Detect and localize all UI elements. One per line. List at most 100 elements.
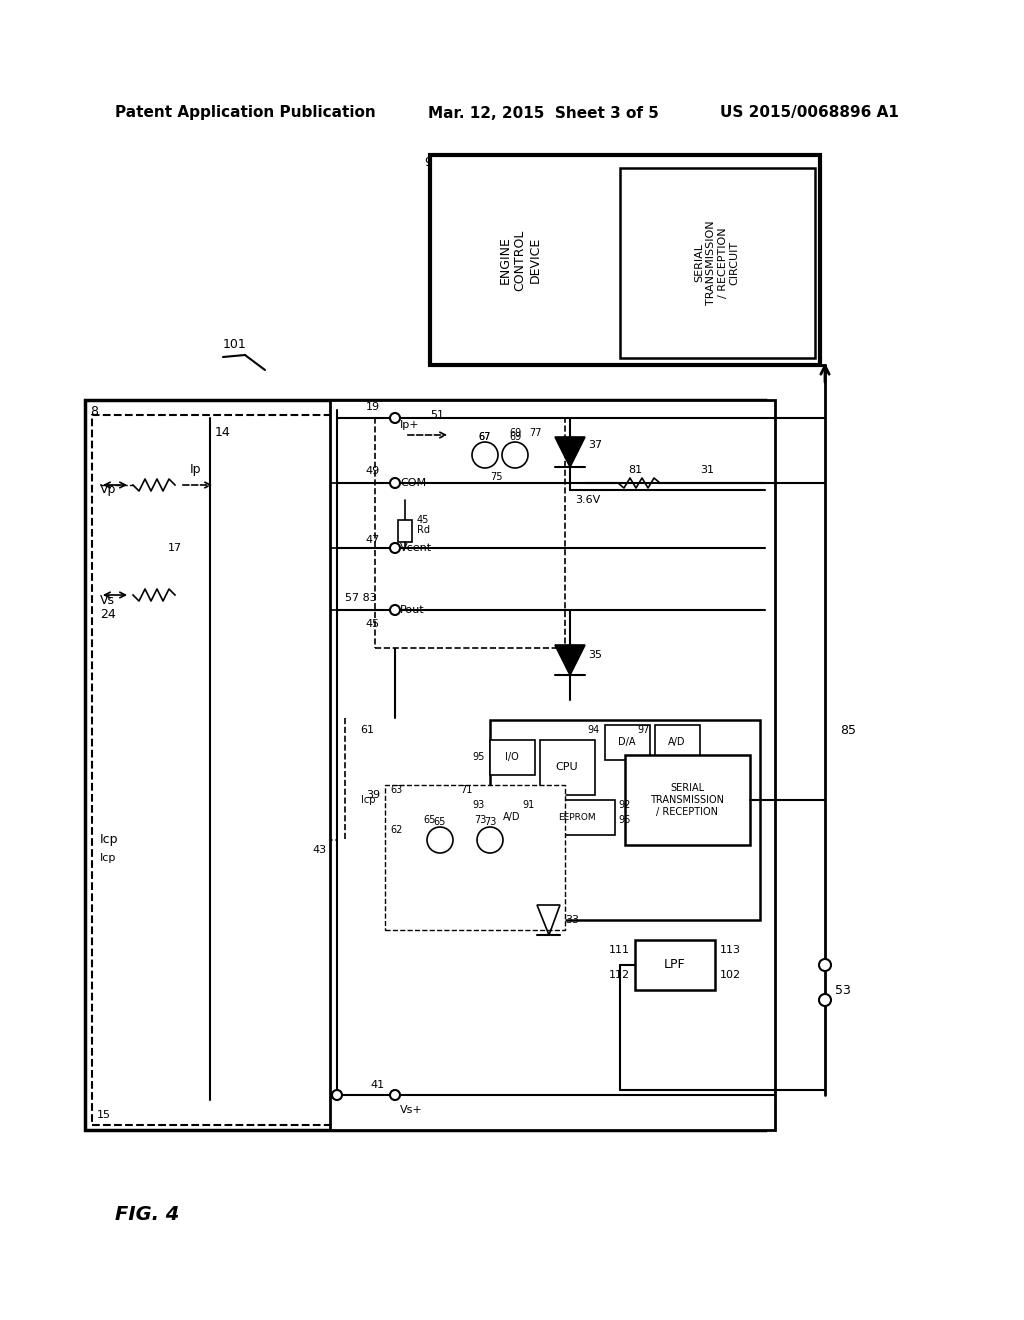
Text: A/D: A/D [503,812,521,822]
Text: LPF: LPF [665,958,686,972]
Text: FIG. 4: FIG. 4 [115,1205,179,1225]
Text: Rd: Rd [417,525,430,535]
Text: 24: 24 [100,609,116,622]
Text: 92: 92 [618,800,631,810]
Circle shape [390,478,400,488]
Text: Mar. 12, 2015  Sheet 3 of 5: Mar. 12, 2015 Sheet 3 of 5 [428,106,658,120]
Text: 62: 62 [390,825,402,836]
Text: A/D: A/D [669,737,686,747]
Text: 113: 113 [720,945,741,954]
Text: Icp: Icp [360,795,375,805]
Text: COM: COM [400,478,426,488]
Bar [430,154,820,366]
Bar [385,785,565,931]
Bar [398,520,412,543]
Bar [540,741,595,795]
Text: 19: 19 [366,403,380,412]
Text: Icp: Icp [100,853,117,863]
Text: 69: 69 [509,432,521,442]
Bar [85,400,765,1130]
Text: 14: 14 [215,425,230,438]
Text: 61: 61 [360,725,374,735]
Text: CPU: CPU [556,762,579,772]
Circle shape [390,1090,400,1100]
Text: 96: 96 [618,814,630,825]
Circle shape [819,960,831,972]
Text: 49: 49 [366,466,380,477]
Circle shape [472,442,498,469]
Bar [490,741,535,775]
Circle shape [390,605,400,615]
Text: 37: 37 [588,440,602,450]
Circle shape [819,994,831,1006]
Text: US 2015/0068896 A1: US 2015/0068896 A1 [720,106,899,120]
Text: SERIAL
TRANSMISSION
/ RECEPTION: SERIAL TRANSMISSION / RECEPTION [650,783,724,817]
Text: 85: 85 [840,723,856,737]
Bar [655,725,700,760]
Text: Vcent: Vcent [400,543,432,553]
Bar [490,719,760,920]
Circle shape [427,828,453,853]
Text: EEPROM: EEPROM [558,813,596,821]
Text: Icp: Icp [100,833,119,846]
Bar [620,168,815,358]
Text: 73: 73 [483,817,497,828]
Bar [375,418,565,648]
Bar [625,755,750,845]
Text: 111: 111 [609,945,630,954]
Text: 41: 41 [371,1080,385,1090]
Text: 39: 39 [366,789,380,800]
Text: 112: 112 [609,970,630,979]
Text: 63: 63 [390,785,402,795]
Text: 67: 67 [479,432,492,442]
Polygon shape [555,437,585,467]
Text: 45: 45 [417,515,429,525]
Circle shape [477,828,503,853]
Circle shape [332,1090,342,1100]
Text: 17: 17 [168,543,182,553]
Text: I/O: I/O [505,752,519,762]
Text: Ip: Ip [190,463,202,477]
Text: Vs+: Vs+ [400,1105,423,1115]
Text: 9: 9 [424,156,432,169]
Text: 67: 67 [479,432,492,442]
Text: Vs: Vs [100,594,115,606]
Text: 97: 97 [638,725,650,735]
Text: 35: 35 [588,649,602,660]
Text: 69: 69 [509,428,521,438]
Text: 65: 65 [424,814,436,825]
Text: 91: 91 [522,800,535,810]
Text: ENGINE
CONTROL
DEVICE: ENGINE CONTROL DEVICE [499,230,542,290]
Text: Patent Application Publication: Patent Application Publication [115,106,376,120]
Text: 15: 15 [97,1110,111,1119]
Text: Ip+: Ip+ [400,420,420,430]
Text: 102: 102 [720,970,741,979]
Bar [635,940,715,990]
Bar [605,725,650,760]
Text: 53: 53 [835,983,851,997]
Bar [92,414,337,1125]
Text: 31: 31 [700,465,714,475]
Text: 95: 95 [473,752,485,762]
Bar [490,800,535,836]
Text: 57 83: 57 83 [345,593,377,603]
Circle shape [502,442,528,469]
Circle shape [390,543,400,553]
Text: 51: 51 [430,411,444,420]
Text: 101: 101 [223,338,247,351]
Text: 43: 43 [313,845,327,855]
Bar [330,400,775,1130]
Text: 65: 65 [434,817,446,828]
Text: Vp: Vp [100,483,117,496]
Text: Pout: Pout [400,605,425,615]
Polygon shape [555,645,585,675]
Text: 77: 77 [528,428,542,438]
Bar [540,800,615,836]
Text: 94: 94 [588,725,600,735]
Text: 81: 81 [628,465,642,475]
Circle shape [390,413,400,422]
Text: D/A: D/A [618,737,636,747]
Text: SERIAL
TRANSMISSION
/ RECEPTION
CIRCUIT: SERIAL TRANSMISSION / RECEPTION CIRCUIT [694,220,739,305]
Text: 75: 75 [490,473,503,482]
Text: 47: 47 [366,535,380,545]
